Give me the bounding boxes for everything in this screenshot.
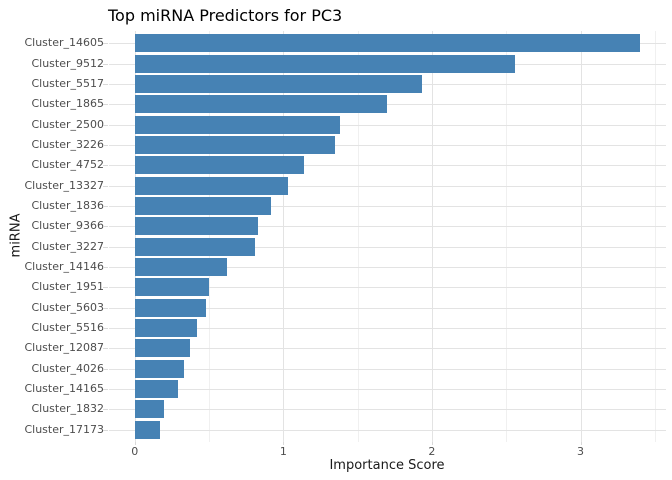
y-axis-tick-mark: [103, 389, 109, 391]
bar: [134, 95, 388, 114]
bar: [134, 298, 207, 317]
y-axis-tick-mark: [103, 368, 109, 370]
y-axis-tick-label: Cluster_14605: [24, 36, 104, 50]
x-axis-tick-label: 1: [279, 445, 287, 458]
bar: [134, 380, 178, 399]
y-axis-tick-mark: [103, 307, 109, 309]
x-axis-tick-mark: [431, 442, 433, 445]
bar: [134, 34, 640, 53]
y-axis-tick-label: Cluster_9366: [31, 219, 104, 233]
chart-title: Top miRNA Predictors for PC3: [108, 6, 343, 25]
y-axis-tick-label: Cluster_13327: [24, 178, 104, 192]
y-axis-tick-label: Cluster_4752: [31, 158, 104, 172]
bar: [134, 54, 516, 73]
y-axis-tick-label: Cluster_1865: [31, 97, 104, 111]
bar: [134, 339, 190, 358]
y-axis-tick-mark: [103, 165, 109, 167]
x-axis-tick-label: 2: [428, 445, 436, 458]
y-axis-tick-mark: [103, 205, 109, 207]
bar: [134, 196, 272, 215]
y-axis-tick-mark: [103, 185, 109, 187]
x-axis-tick-mark: [580, 442, 582, 445]
y-axis-tick-label: Cluster_9512: [31, 56, 104, 70]
x-axis-title: Importance Score: [329, 458, 445, 473]
y-axis-tick-label: Cluster_5517: [31, 76, 104, 90]
bar: [134, 115, 340, 134]
x-axis-tick-label: 3: [577, 445, 585, 458]
y-axis-tick-mark: [103, 124, 109, 126]
gridline-major-y: [108, 409, 666, 411]
gridline-major-y: [108, 389, 666, 391]
y-axis-tick-label: Cluster_5516: [31, 321, 104, 335]
bar: [134, 359, 184, 378]
y-axis-tick-label: Cluster_3227: [31, 239, 104, 253]
y-axis-tick-mark: [103, 348, 109, 350]
y-axis-tick-mark: [103, 43, 109, 45]
gridline-major-y: [108, 348, 666, 350]
y-axis-tick-mark: [103, 429, 109, 431]
y-axis-tick-label: Cluster_14165: [24, 382, 104, 396]
y-axis-tick-label: Cluster_4026: [31, 361, 104, 375]
y-axis-tick-label: Cluster_1836: [31, 198, 104, 212]
y-axis-tick-mark: [103, 83, 109, 85]
bar: [134, 176, 288, 195]
bar: [134, 156, 305, 175]
gridline-major-y: [108, 429, 666, 431]
y-axis-tick-label: Cluster_5603: [31, 300, 104, 314]
y-axis-tick-mark: [103, 267, 109, 269]
y-axis-tick-label: Cluster_2500: [31, 117, 104, 131]
gridline-major-x: [580, 31, 582, 442]
plot-panel: [108, 31, 666, 442]
y-axis-tick-mark: [103, 226, 109, 228]
bar: [134, 319, 198, 338]
bar: [134, 400, 165, 419]
y-axis-tick-mark: [103, 409, 109, 411]
gridline-minor-x: [654, 31, 656, 442]
y-axis-tick-mark: [103, 104, 109, 106]
bar: [134, 217, 259, 236]
bar: [134, 237, 256, 256]
y-axis-tick-label: Cluster_12087: [24, 341, 104, 355]
bar: [134, 420, 160, 439]
bar: [134, 135, 336, 154]
y-axis-tick-mark: [103, 287, 109, 289]
y-axis-tick-label: Cluster_14146: [24, 260, 104, 274]
y-axis-tick-mark: [103, 63, 109, 65]
bar: [134, 74, 422, 93]
y-axis-tick-label: Cluster_1832: [31, 402, 104, 416]
x-axis-tick-label: 0: [131, 445, 139, 458]
bar: [134, 258, 227, 277]
y-axis-tick-label: Cluster_17173: [24, 422, 104, 436]
y-axis-tick-label: Cluster_3226: [31, 137, 104, 151]
gridline-major-y: [108, 368, 666, 370]
x-axis-tick-mark: [134, 442, 136, 445]
y-axis-tick-mark: [103, 144, 109, 146]
y-axis-tick-label: Cluster_1951: [31, 280, 104, 294]
y-axis-tick-mark: [103, 246, 109, 248]
gridline-minor-x: [506, 31, 508, 442]
x-axis-tick-mark: [283, 442, 285, 445]
gridline-major-x: [431, 31, 433, 442]
y-axis-tick-mark: [103, 328, 109, 330]
bar: [134, 278, 209, 297]
